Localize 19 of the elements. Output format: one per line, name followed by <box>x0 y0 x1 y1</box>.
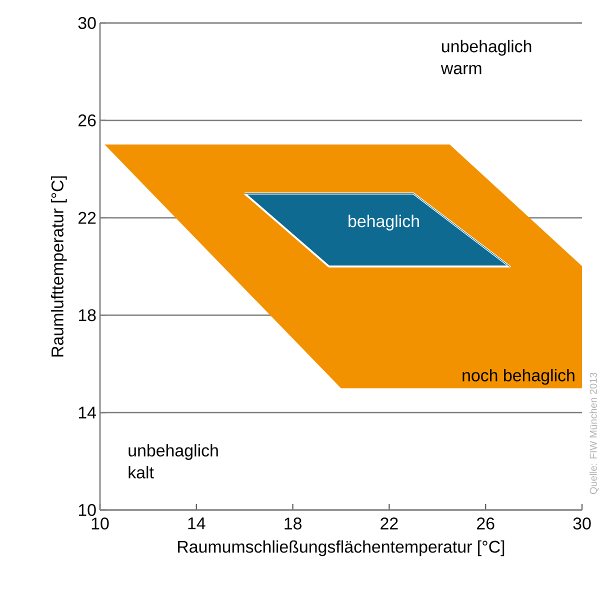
x-tick-label: 18 <box>284 518 302 530</box>
annotation: unbehaglich kalt <box>128 444 218 478</box>
y-tick-label: 10 <box>78 504 96 516</box>
x-tick-label: 26 <box>477 518 494 530</box>
annotation: unbehaglich warm <box>440 40 532 74</box>
x-tick-label: 10 <box>92 518 109 530</box>
series-label: behaglich <box>348 214 419 231</box>
source-note: Quelle: FIW München 2013 <box>590 372 599 494</box>
y-tick-label: 14 <box>78 406 96 418</box>
y-tick-label: 18 <box>78 309 96 322</box>
y-tick-label: 30 <box>78 16 96 29</box>
x-axis-title: Raumumschließungsflächentemperatur [°C] <box>178 540 504 556</box>
annotation: noch behaglich <box>462 368 574 385</box>
y-tick-label: 22 <box>78 212 96 224</box>
x-tick-label: 22 <box>380 518 398 530</box>
y-axis-title: Raumlufttemperatur [°C] <box>51 176 67 356</box>
y-tick-label: 26 <box>78 114 96 126</box>
x-tick-label: 30 <box>573 518 591 530</box>
x-tick-label: 14 <box>188 518 206 530</box>
